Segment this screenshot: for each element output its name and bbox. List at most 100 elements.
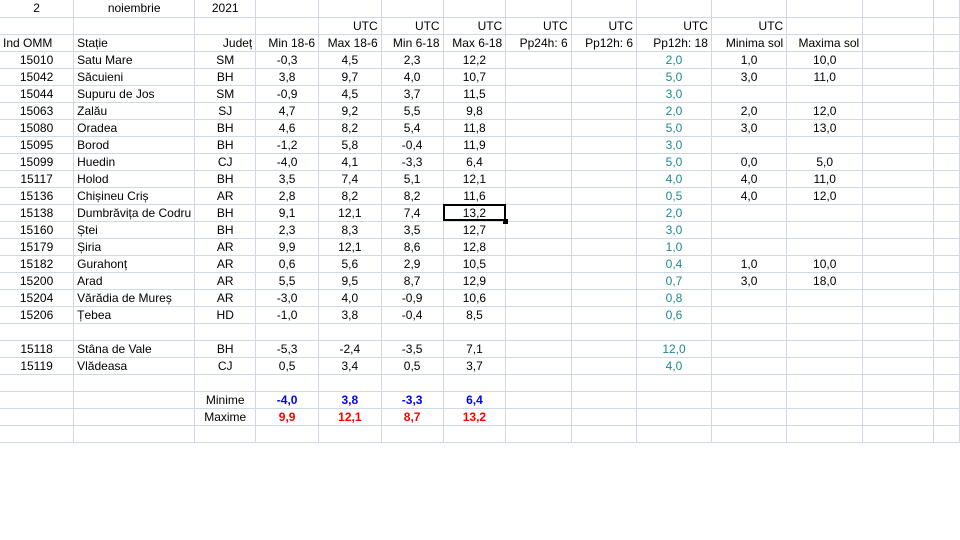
station-name-cell[interactable]: Ștei [73, 221, 196, 239]
station-name-cell[interactable]: Holod [73, 170, 196, 188]
data-cell[interactable]: 13,0 [786, 119, 864, 137]
data-cell[interactable]: 10,0 [786, 255, 864, 273]
cell[interactable] [862, 119, 934, 137]
data-cell[interactable]: 7,4 [381, 204, 444, 222]
cell[interactable] [933, 238, 960, 256]
cell[interactable] [933, 119, 960, 137]
data-cell[interactable] [786, 340, 864, 358]
data-cell[interactable]: 3,0 [636, 136, 712, 154]
station-id-cell[interactable]: 15117 [0, 170, 75, 188]
station-id-cell[interactable]: 15119 [0, 357, 75, 375]
data-cell[interactable]: 5,0 [636, 68, 712, 86]
cell[interactable] [443, 374, 507, 392]
data-cell[interactable]: BH [194, 68, 257, 86]
cell[interactable] [933, 340, 960, 358]
min-summary-value[interactable]: -4,0 [255, 391, 320, 409]
data-cell[interactable]: CJ [194, 357, 257, 375]
min-summary-value[interactable]: 6,4 [443, 391, 507, 409]
data-cell[interactable]: 8,6 [381, 238, 444, 256]
data-cell[interactable] [571, 306, 638, 324]
data-cell[interactable] [711, 340, 788, 358]
data-cell[interactable]: 9,7 [318, 68, 382, 86]
data-cell[interactable]: -5,3 [255, 340, 320, 358]
data-cell[interactable]: 2,0 [636, 51, 712, 69]
data-cell[interactable] [505, 306, 572, 324]
data-cell[interactable] [505, 68, 572, 86]
cell[interactable] [933, 153, 960, 171]
cell[interactable] [786, 0, 864, 18]
cell[interactable] [318, 425, 382, 443]
cell[interactable] [505, 391, 572, 409]
data-cell[interactable] [505, 170, 572, 188]
cell[interactable] [0, 17, 75, 35]
data-cell[interactable]: 11,0 [786, 170, 864, 188]
data-cell[interactable] [571, 255, 638, 273]
cell[interactable] [933, 408, 960, 426]
station-id-cell[interactable]: 15179 [0, 238, 75, 256]
data-cell[interactable] [711, 85, 788, 103]
utc-label[interactable]: UTC [381, 17, 444, 35]
cell[interactable] [73, 17, 196, 35]
cell[interactable] [933, 425, 960, 443]
data-cell[interactable]: 3,0 [711, 272, 788, 290]
station-id-cell[interactable]: 15204 [0, 289, 75, 307]
station-name-cell[interactable]: Țebea [73, 306, 196, 324]
utc-label[interactable]: UTC [443, 17, 507, 35]
cell[interactable] [933, 17, 960, 35]
station-id-cell[interactable]: 15063 [0, 102, 75, 120]
data-cell[interactable]: BH [194, 170, 257, 188]
data-cell[interactable]: BH [194, 340, 257, 358]
data-cell[interactable] [505, 340, 572, 358]
cell[interactable] [933, 255, 960, 273]
data-cell[interactable]: 12,1 [443, 170, 507, 188]
cell[interactable] [381, 0, 444, 18]
data-cell[interactable]: 2,3 [255, 221, 320, 239]
cell[interactable] [636, 0, 712, 18]
col-header-station[interactable]: Stație [73, 34, 196, 52]
data-cell[interactable]: 8,5 [443, 306, 507, 324]
utc-label[interactable]: UTC [505, 17, 572, 35]
data-cell[interactable]: 9,8 [443, 102, 507, 120]
data-cell[interactable]: 8,3 [318, 221, 382, 239]
data-cell[interactable] [711, 357, 788, 375]
col-header-min-soil[interactable]: Minima sol [711, 34, 788, 52]
station-id-cell[interactable]: 15160 [0, 221, 75, 239]
data-cell[interactable]: 3,5 [381, 221, 444, 239]
data-cell[interactable] [786, 357, 864, 375]
cell[interactable] [255, 425, 320, 443]
data-cell[interactable] [505, 51, 572, 69]
data-cell[interactable]: 4,5 [318, 85, 382, 103]
cell[interactable] [862, 34, 934, 52]
station-id-cell[interactable]: 15099 [0, 153, 75, 171]
data-cell[interactable] [505, 119, 572, 137]
cell[interactable] [786, 425, 864, 443]
station-id-cell[interactable]: 15182 [0, 255, 75, 273]
cell[interactable] [933, 85, 960, 103]
station-name-cell[interactable]: Zalău [73, 102, 196, 120]
data-cell[interactable] [571, 119, 638, 137]
data-cell[interactable]: AR [194, 272, 257, 290]
cell[interactable] [255, 374, 320, 392]
data-cell[interactable]: 3,0 [711, 68, 788, 86]
data-cell[interactable]: -0,4 [381, 136, 444, 154]
day-cell[interactable]: 2 [0, 0, 75, 18]
data-cell[interactable] [505, 187, 572, 205]
cell[interactable] [933, 272, 960, 290]
data-cell[interactable]: 6,4 [443, 153, 507, 171]
cell[interactable] [194, 374, 257, 392]
data-cell[interactable] [786, 306, 864, 324]
cell[interactable] [933, 136, 960, 154]
col-header-ind-omm[interactable]: Ind OMM [0, 34, 75, 52]
cell[interactable] [571, 408, 638, 426]
cell[interactable] [571, 0, 638, 18]
cell[interactable] [933, 289, 960, 307]
data-cell[interactable]: SJ [194, 102, 257, 120]
data-cell[interactable]: 11,6 [443, 187, 507, 205]
data-cell[interactable]: 8,2 [318, 187, 382, 205]
cell[interactable] [862, 408, 934, 426]
min-summary-label[interactable]: Minime [194, 391, 257, 409]
utc-label[interactable]: UTC [711, 17, 788, 35]
data-cell[interactable]: 5,6 [318, 255, 382, 273]
data-cell[interactable] [571, 187, 638, 205]
col-header-pp12h-6[interactable]: Pp12h: 6 [571, 34, 638, 52]
